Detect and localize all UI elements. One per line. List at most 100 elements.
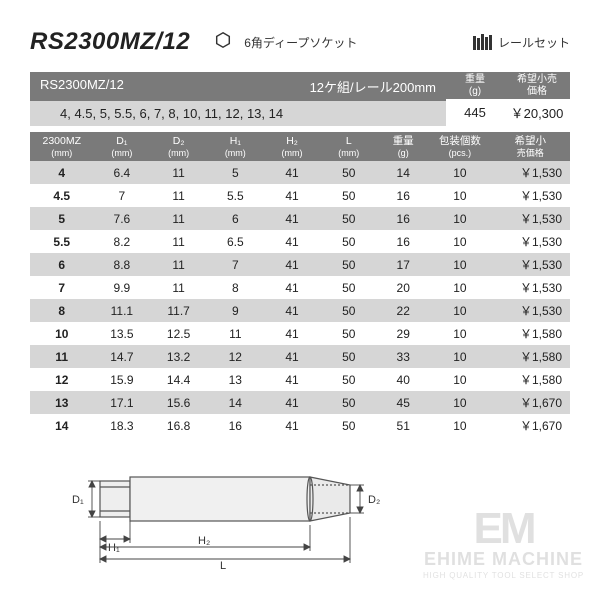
cell-pk: 10 bbox=[429, 368, 490, 391]
cell-h2: 41 bbox=[264, 207, 321, 230]
cell-sz: 11 bbox=[30, 345, 94, 368]
th-h2: H₂(mm) bbox=[264, 132, 321, 161]
cell-h2: 41 bbox=[264, 230, 321, 253]
cell-d1: 13.5 bbox=[94, 322, 151, 345]
cell-d1: 7.6 bbox=[94, 207, 151, 230]
set-weight-val: 445 bbox=[446, 99, 504, 125]
cell-h1: 11 bbox=[207, 322, 264, 345]
header-row: RS2300MZ/12 6角ディープソケット レールセット bbox=[30, 28, 570, 56]
cell-pk: 10 bbox=[429, 391, 490, 414]
cell-d1: 6.4 bbox=[94, 161, 151, 184]
set-weight-col: 重量 (g) 445 bbox=[446, 72, 504, 126]
cell-d1: 18.3 bbox=[94, 414, 151, 437]
cell-h1: 12 bbox=[207, 345, 264, 368]
table-row: 68.811741501710￥1,530 bbox=[30, 253, 570, 276]
diagram-d1-label: D₁ bbox=[72, 494, 84, 506]
cell-sz: 4.5 bbox=[30, 184, 94, 207]
table-row: 1114.713.21241503310￥1,580 bbox=[30, 345, 570, 368]
th-l: L(mm) bbox=[320, 132, 377, 161]
rail-label: レールセット bbox=[498, 34, 570, 51]
th-w: 重量(g) bbox=[377, 132, 429, 161]
cell-h2: 41 bbox=[264, 368, 321, 391]
cell-w: 22 bbox=[377, 299, 429, 322]
table-row: 1418.316.81641505110￥1,670 bbox=[30, 414, 570, 437]
cell-sz: 5 bbox=[30, 207, 94, 230]
cell-h2: 41 bbox=[264, 184, 321, 207]
cell-d2: 12.5 bbox=[150, 322, 207, 345]
cell-w: 29 bbox=[377, 322, 429, 345]
subtitle: 6角ディープソケット bbox=[244, 34, 357, 51]
cell-l: 50 bbox=[320, 414, 377, 437]
cell-d1: 8.8 bbox=[94, 253, 151, 276]
spec-table: 2300MZ(mm) D₁(mm) D₂(mm) H₁(mm) H₂(mm) L… bbox=[30, 132, 570, 437]
cell-d1: 17.1 bbox=[94, 391, 151, 414]
cell-l: 50 bbox=[320, 276, 377, 299]
cell-h1: 6.5 bbox=[207, 230, 264, 253]
cell-d1: 7 bbox=[94, 184, 151, 207]
cell-h1: 16 bbox=[207, 414, 264, 437]
th-pr: 希望小売価格 bbox=[491, 132, 570, 161]
cell-d2: 11 bbox=[150, 253, 207, 276]
set-price-val: ￥20,300 bbox=[504, 99, 570, 125]
cell-pk: 10 bbox=[429, 322, 490, 345]
cell-pk: 10 bbox=[429, 161, 490, 184]
dimension-diagram: D₁ D₂ H₁ H₂ bbox=[50, 451, 410, 571]
cell-pr: ￥1,670 bbox=[491, 391, 570, 414]
cell-pr: ￥1,580 bbox=[491, 345, 570, 368]
rail-icon bbox=[473, 34, 492, 50]
cell-h2: 41 bbox=[264, 322, 321, 345]
cell-d2: 11.7 bbox=[150, 299, 207, 322]
set-spec: 12ケ組/レール200mm bbox=[310, 77, 436, 96]
th-pk: 包装個数(pcs.) bbox=[429, 132, 490, 161]
cell-w: 14 bbox=[377, 161, 429, 184]
cell-d2: 14.4 bbox=[150, 368, 207, 391]
cell-h1: 7 bbox=[207, 253, 264, 276]
cell-h1: 9 bbox=[207, 299, 264, 322]
hex-icon bbox=[214, 31, 232, 54]
cell-l: 50 bbox=[320, 207, 377, 230]
watermark-tag: HIGH QUALITY TOOL SELECT SHOP bbox=[423, 571, 584, 580]
cell-h1: 5 bbox=[207, 161, 264, 184]
rail-set: レールセット bbox=[473, 34, 570, 51]
page-title: RS2300MZ/12 bbox=[30, 28, 190, 56]
set-price-head1: 希望小売 bbox=[506, 74, 568, 86]
watermark: EM EHIME MACHINE HIGH QUALITY TOOL SELEC… bbox=[423, 510, 584, 580]
cell-sz: 5.5 bbox=[30, 230, 94, 253]
set-model: RS2300MZ/12 bbox=[40, 77, 124, 96]
cell-d2: 15.6 bbox=[150, 391, 207, 414]
cell-sz: 12 bbox=[30, 368, 94, 391]
set-sizes: 4, 4.5, 5, 5.5, 6, 7, 8, 10, 11, 12, 13,… bbox=[30, 101, 446, 126]
cell-pr: ￥1,530 bbox=[491, 253, 570, 276]
cell-l: 50 bbox=[320, 391, 377, 414]
cell-sz: 7 bbox=[30, 276, 94, 299]
cell-pk: 10 bbox=[429, 253, 490, 276]
cell-d2: 11 bbox=[150, 184, 207, 207]
cell-h2: 41 bbox=[264, 161, 321, 184]
cell-sz: 10 bbox=[30, 322, 94, 345]
watermark-name: EHIME MACHINE bbox=[423, 549, 584, 570]
cell-h1: 13 bbox=[207, 368, 264, 391]
cell-pk: 10 bbox=[429, 230, 490, 253]
cell-pr: ￥1,670 bbox=[491, 414, 570, 437]
th-size: 2300MZ(mm) bbox=[30, 132, 94, 161]
cell-l: 50 bbox=[320, 322, 377, 345]
cell-h1: 5.5 bbox=[207, 184, 264, 207]
table-row: 79.911841502010￥1,530 bbox=[30, 276, 570, 299]
cell-pr: ￥1,580 bbox=[491, 322, 570, 345]
cell-pr: ￥1,530 bbox=[491, 276, 570, 299]
cell-w: 16 bbox=[377, 230, 429, 253]
set-head: RS2300MZ/12 12ケ組/レール200mm bbox=[30, 72, 446, 101]
diagram-l-label: L bbox=[220, 560, 226, 571]
set-weight-head1: 重量 bbox=[448, 74, 502, 86]
cell-d2: 11 bbox=[150, 276, 207, 299]
cell-h2: 41 bbox=[264, 414, 321, 437]
table-row: 811.111.7941502210￥1,530 bbox=[30, 299, 570, 322]
diagram-h2-label: H₂ bbox=[198, 535, 210, 547]
table-row: 5.58.2116.541501610￥1,530 bbox=[30, 230, 570, 253]
cell-pr: ￥1,530 bbox=[491, 184, 570, 207]
set-left: RS2300MZ/12 12ケ組/レール200mm 4, 4.5, 5, 5.5… bbox=[30, 72, 446, 126]
cell-w: 20 bbox=[377, 276, 429, 299]
set-right: 重量 (g) 445 希望小売 価格 ￥20,300 bbox=[446, 72, 570, 126]
set-price-head: 希望小売 価格 bbox=[504, 72, 570, 99]
cell-l: 50 bbox=[320, 253, 377, 276]
